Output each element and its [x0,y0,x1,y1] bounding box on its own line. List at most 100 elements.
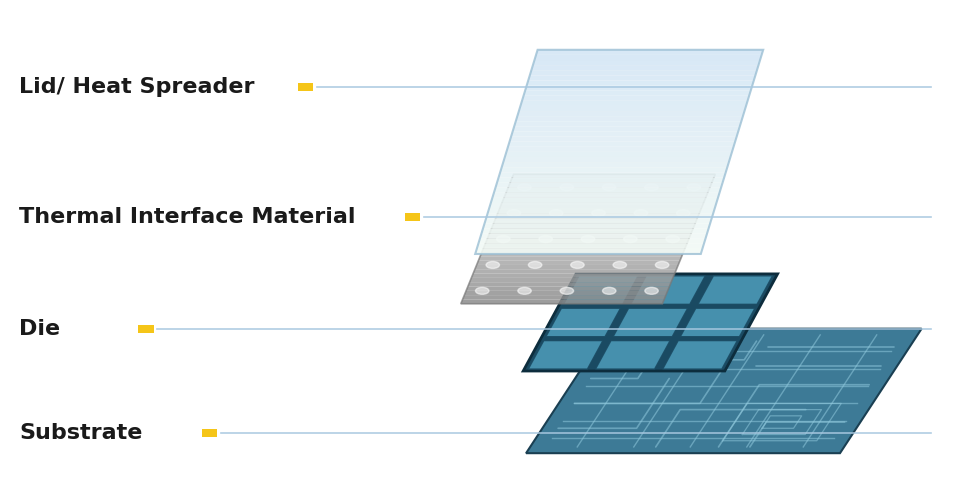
Circle shape [528,261,541,268]
Circle shape [486,261,499,268]
Polygon shape [509,183,711,187]
Text: Lid/ Heat Spreader: Lid/ Heat Spreader [19,77,254,97]
Polygon shape [465,291,668,295]
Circle shape [539,236,552,243]
Circle shape [645,287,659,294]
Polygon shape [528,341,603,369]
Circle shape [570,261,584,268]
Circle shape [560,287,574,294]
Polygon shape [461,299,664,304]
Polygon shape [518,106,746,111]
Polygon shape [546,308,620,337]
Polygon shape [478,239,706,244]
Polygon shape [490,203,716,208]
Polygon shape [631,276,706,304]
Polygon shape [505,192,708,196]
Polygon shape [512,174,715,179]
Circle shape [603,184,616,191]
Polygon shape [495,183,723,188]
Polygon shape [507,187,710,192]
Polygon shape [502,162,729,167]
Polygon shape [522,96,749,101]
Polygon shape [515,122,741,126]
Circle shape [549,210,563,217]
Circle shape [517,287,531,294]
Polygon shape [498,172,726,177]
Polygon shape [523,91,751,96]
Polygon shape [484,244,687,248]
Circle shape [496,236,510,243]
Polygon shape [488,208,715,213]
Polygon shape [497,209,701,213]
Polygon shape [503,157,731,162]
Polygon shape [468,282,671,286]
Polygon shape [469,278,673,282]
Circle shape [517,184,531,191]
Polygon shape [494,218,698,222]
Circle shape [635,210,648,217]
Polygon shape [497,177,724,183]
Circle shape [656,261,669,268]
Polygon shape [513,126,740,131]
Polygon shape [463,295,666,299]
Polygon shape [483,223,710,229]
Polygon shape [564,276,638,304]
Text: Thermal Interface Material: Thermal Interface Material [19,207,356,227]
Circle shape [603,287,616,294]
Polygon shape [482,248,685,252]
Circle shape [613,261,627,268]
Circle shape [581,236,595,243]
Bar [202,429,217,437]
Polygon shape [496,213,699,218]
Polygon shape [473,269,677,273]
Polygon shape [478,256,682,260]
Polygon shape [488,235,690,239]
Polygon shape [533,60,760,65]
Circle shape [591,210,606,217]
Circle shape [624,236,637,243]
Polygon shape [491,198,718,203]
Circle shape [475,287,489,294]
Circle shape [687,184,701,191]
Text: Substrate: Substrate [19,423,143,443]
Polygon shape [510,179,713,183]
Circle shape [507,210,520,217]
Polygon shape [517,111,745,116]
Circle shape [645,184,659,191]
Polygon shape [507,147,733,152]
Polygon shape [503,196,707,200]
Polygon shape [530,70,756,75]
Polygon shape [501,200,705,205]
Polygon shape [476,260,680,265]
Polygon shape [532,65,758,70]
Polygon shape [520,101,748,106]
Bar [405,213,420,221]
Polygon shape [516,116,743,122]
Circle shape [677,210,690,217]
Polygon shape [508,141,735,147]
Polygon shape [662,341,737,369]
Polygon shape [698,276,773,304]
Circle shape [666,236,680,243]
Polygon shape [595,341,670,369]
Polygon shape [492,222,696,226]
Polygon shape [489,231,692,235]
Polygon shape [491,226,694,231]
Polygon shape [613,308,687,337]
Polygon shape [527,80,754,86]
Polygon shape [480,252,684,256]
Bar [298,83,313,91]
Text: Die: Die [19,319,60,339]
Polygon shape [475,265,678,269]
Polygon shape [505,152,732,157]
Polygon shape [525,86,753,91]
Polygon shape [482,229,708,234]
Polygon shape [475,249,703,254]
Polygon shape [511,131,738,136]
Polygon shape [535,55,761,60]
Polygon shape [480,234,707,239]
Polygon shape [681,308,755,337]
Polygon shape [500,167,728,172]
Polygon shape [528,75,756,80]
Polygon shape [510,136,736,141]
